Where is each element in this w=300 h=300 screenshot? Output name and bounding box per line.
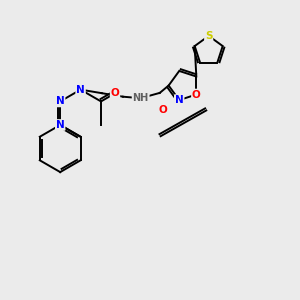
Text: N: N xyxy=(76,85,85,94)
Text: N: N xyxy=(175,95,184,105)
Text: O: O xyxy=(192,89,201,100)
Text: N: N xyxy=(56,120,64,130)
Text: O: O xyxy=(111,88,119,98)
Text: O: O xyxy=(159,105,168,115)
Text: S: S xyxy=(205,31,212,41)
Text: NH: NH xyxy=(133,93,149,103)
Text: N: N xyxy=(56,96,64,106)
